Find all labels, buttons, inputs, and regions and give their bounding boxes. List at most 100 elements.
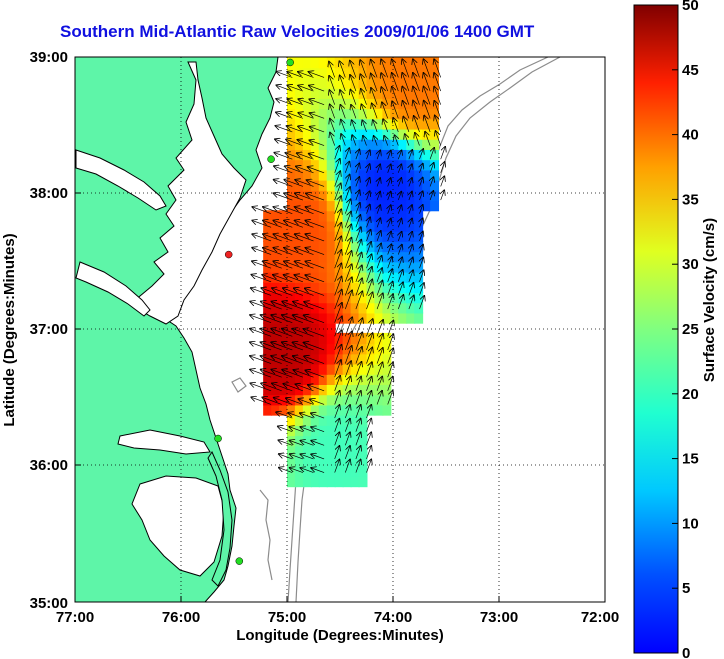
velocity-cell [342,97,352,110]
velocity-cell [287,189,296,202]
velocity-arrow [355,278,362,296]
velocity-arrow [398,192,401,201]
velocity-arrow [377,164,380,173]
velocity-cell [318,251,328,263]
velocity-arrow [334,171,341,187]
velocity-cell [310,57,320,69]
velocity-cell [382,179,392,191]
velocity-cell [326,394,336,406]
velocity-arrow [310,113,325,119]
velocity-arrow [420,258,424,269]
velocity-cell [287,302,296,314]
velocity-cell [287,455,296,467]
velocity-arrow [425,132,431,146]
velocity-cell [263,322,273,334]
velocity-arrow [388,151,391,160]
velocity-arrow [330,119,336,133]
velocity-cell [382,353,392,365]
velocity-arrow [366,446,372,460]
velocity-cell [318,179,328,191]
velocity-cell [406,261,416,273]
velocity-cell [302,159,312,171]
velocity-cell [279,210,288,222]
velocity-cell [366,394,376,406]
velocity-arrow [340,90,346,105]
velocity-arrow [387,282,393,296]
velocity-arrow [366,432,372,446]
velocity-cell [310,363,320,375]
velocity-arrow [403,117,410,133]
velocity-cell [334,475,344,488]
velocity-arrow [356,150,359,160]
velocity-cell [294,312,304,324]
velocity-arrow [334,196,341,214]
velocity-cell [366,261,376,273]
velocity-cell [318,220,328,232]
velocity-cell [366,220,376,232]
velocity-cell [382,200,392,212]
colorbar-tick-label: 40 [682,127,699,144]
velocity-cell [358,302,368,314]
velocity-arrow [287,113,304,119]
velocity-cell [390,169,400,181]
velocity-cell [374,169,384,181]
velocity-cell [263,251,273,263]
velocity-cell [302,373,312,385]
velocity-arrow [262,397,282,405]
velocity-cell [310,353,320,365]
velocity-cell [358,210,368,222]
velocity-arrow [276,72,293,78]
velocity-cell [414,271,424,283]
velocity-cell [334,261,344,273]
velocity-cell [382,169,392,181]
velocity-cell [342,251,352,263]
velocity-cell [310,159,320,171]
velocity-arrow [285,153,304,160]
velocity-cell [374,57,384,69]
grid-lines [75,57,605,602]
velocity-cell [318,87,328,99]
velocity-cell [406,292,416,304]
velocity-cell [287,363,296,375]
velocity-cell [271,343,281,355]
velocity-cell [302,322,312,334]
velocity-cell [374,210,384,222]
velocity-cell [302,384,312,396]
velocity-arrow [420,232,423,242]
velocity-arrow [355,391,361,405]
velocity-arrow [381,87,389,105]
velocity-arrow [344,391,350,405]
velocity-cell [382,394,392,406]
velocity-cell [422,118,432,130]
velocity-cell [318,261,328,273]
velocity-cell [382,343,392,355]
velocity-cell [263,281,273,294]
velocity-cell [326,353,336,365]
velocity-arrow [309,72,325,78]
velocity-cell [310,343,320,355]
velocity-cell [406,77,416,89]
velocity-cell [350,230,360,242]
velocity-cell [358,465,368,477]
velocity-cell [398,271,408,283]
velocity-arrow [355,362,362,378]
velocity-arrow [371,88,378,105]
velocity-cell [326,292,336,304]
velocity-arrow [344,199,350,214]
velocity-cell [342,240,352,253]
velocity-cell [350,312,360,324]
velocity-cell [350,455,360,467]
velocity-arrow [413,87,420,105]
colorbar [633,4,679,654]
velocity-arrow [376,348,383,364]
velocity-cell [350,179,360,191]
velocity-arrow [345,162,349,173]
velocity-arrow [388,219,391,228]
velocity-arrow [398,178,401,187]
velocity-cell [310,414,320,426]
colorbar-tick-label: 15 [682,451,699,468]
y-tick-label: 37:00 [30,321,68,338]
velocity-arrow [276,85,293,92]
velocity-arrow [366,377,372,391]
